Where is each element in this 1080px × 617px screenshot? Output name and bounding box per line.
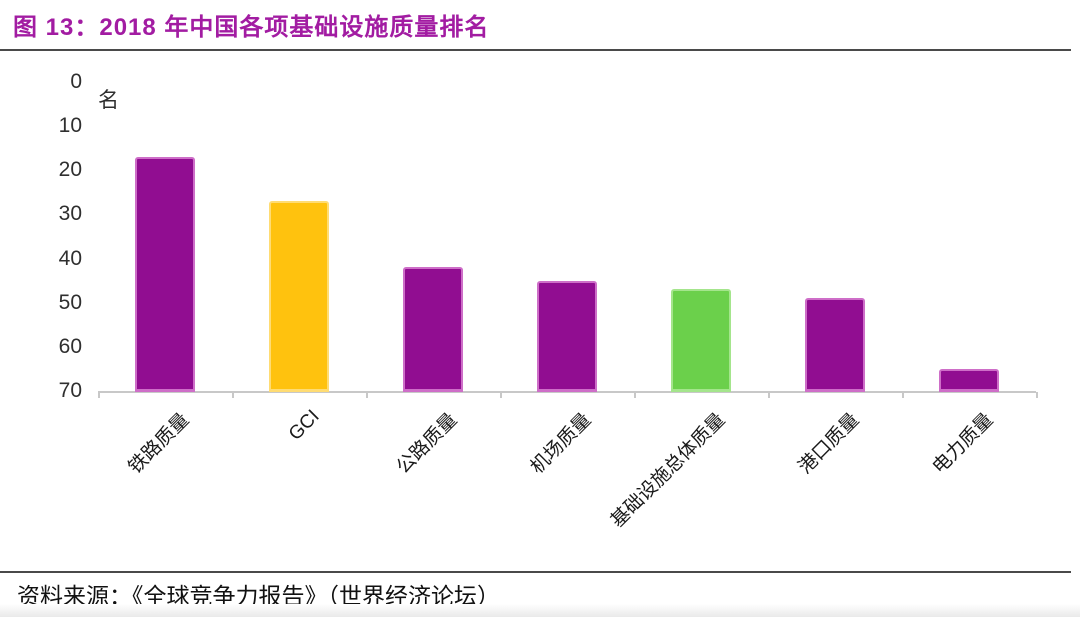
x-axis-category-label: 电力质量 (928, 409, 998, 479)
y-axis-tick-label: 50 (58, 290, 82, 314)
y-axis-tick-label: 40 (58, 246, 82, 270)
bar-基础设施总体质量 (671, 289, 731, 392)
x-axis-tickmark (232, 392, 234, 398)
title-divider-line (0, 49, 1071, 51)
bar-铁路质量 (135, 157, 195, 392)
y-axis-tick-label: 20 (58, 158, 82, 182)
bottom-fade-strip (0, 604, 1080, 617)
y-axis-tick-label: 10 (58, 114, 82, 138)
y-axis-unit-label: 名 (98, 89, 119, 112)
x-axis-tickmark (500, 392, 502, 398)
bar-chart: 0 10 20 30 40 50 60 70 名铁路质量 GCI 公路质量 机场质量 基础设施总体质量港… (58, 70, 1038, 532)
x-axis-tickmark (768, 392, 770, 398)
bar-电力质量 (939, 368, 999, 392)
bar-公路质量 (403, 267, 463, 392)
y-axis-tick-label: 60 (58, 334, 82, 358)
y-axis-tick-label: 70 (58, 379, 82, 402)
y-axis-tick-label: 0 (70, 70, 82, 93)
bar-港口质量 (805, 298, 865, 392)
x-axis-line (98, 391, 1036, 393)
x-axis-tickmark (98, 392, 100, 398)
figure-title: 图 13：2018 年中国各项基础设施质量排名 (13, 14, 490, 41)
y-axis-tick-label: 30 (58, 202, 82, 226)
x-axis-tickmark (634, 392, 636, 398)
x-axis-category-label: 公路质量 (392, 409, 462, 479)
x-axis-tickmark (366, 392, 368, 398)
x-axis-category-label: 港口质量 (794, 409, 864, 479)
x-axis-tickmark (1036, 392, 1038, 398)
x-axis-category-label: 基础设施总体质量 (607, 409, 730, 532)
bar-GCI (269, 201, 329, 392)
footer-divider-line (0, 571, 1071, 573)
x-axis-category-label: 铁路质量 (124, 409, 194, 479)
x-axis-tickmark (902, 392, 904, 398)
x-axis-category-label: 机场质量 (526, 409, 596, 479)
bar-机场质量 (537, 280, 597, 392)
x-axis-category-label: GCI (285, 406, 324, 445)
